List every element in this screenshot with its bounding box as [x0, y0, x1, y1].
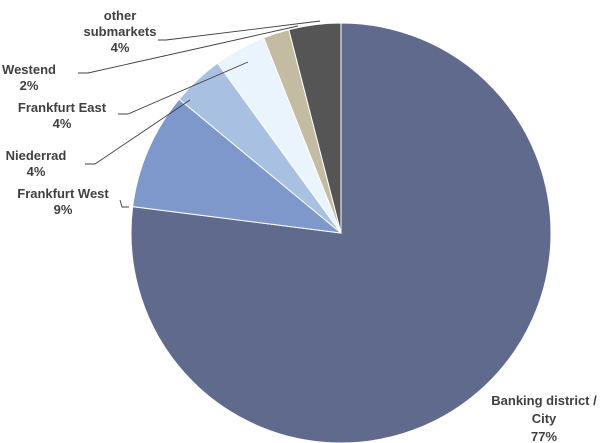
- slice-label: Niederrad 4%: [6, 148, 67, 179]
- slice-label: Banking district / City 77%: [491, 393, 597, 443]
- pie-slice: [132, 98, 343, 234]
- slice-name-label: Westend: [2, 62, 56, 77]
- slice-name-label: Niederrad: [6, 148, 67, 163]
- slice-value-label: 9%: [54, 202, 73, 217]
- slice-labels: Banking district / City 77% Frankfurt West 9…: [2, 8, 597, 443]
- slice-label: Westend 2%: [2, 62, 56, 93]
- pie-slice: [130, 22, 552, 443]
- slice-value-label: 4%: [53, 116, 72, 131]
- slice-value-label: 4%: [111, 40, 130, 55]
- slice-name-label: Banking district /: [491, 393, 597, 408]
- slice-name-label: Frankfurt West: [17, 186, 109, 201]
- slice-name-label: submarkets: [84, 24, 157, 39]
- slice-value-label: 2%: [20, 78, 39, 93]
- slice-label: other submarkets 4%: [84, 8, 157, 55]
- leader-line: [119, 199, 129, 208]
- slice-label: Frankfurt West 9%: [17, 186, 109, 217]
- leader-line: [85, 99, 191, 165]
- slice-name-label: other: [104, 8, 137, 23]
- slice-name-label: City: [532, 411, 557, 426]
- leader-lines: [78, 20, 321, 208]
- leader-line: [118, 61, 249, 115]
- leader-line: [158, 20, 321, 41]
- pie-slice: [288, 22, 342, 234]
- slice-label: Frankfurt East 4%: [18, 100, 107, 131]
- leader-line: [78, 25, 299, 74]
- slice-value-label: 77%: [531, 429, 557, 443]
- pie-slices: [130, 22, 552, 443]
- slice-name-label: Frankfurt East: [18, 100, 107, 115]
- slice-value-label: 4%: [27, 164, 46, 179]
